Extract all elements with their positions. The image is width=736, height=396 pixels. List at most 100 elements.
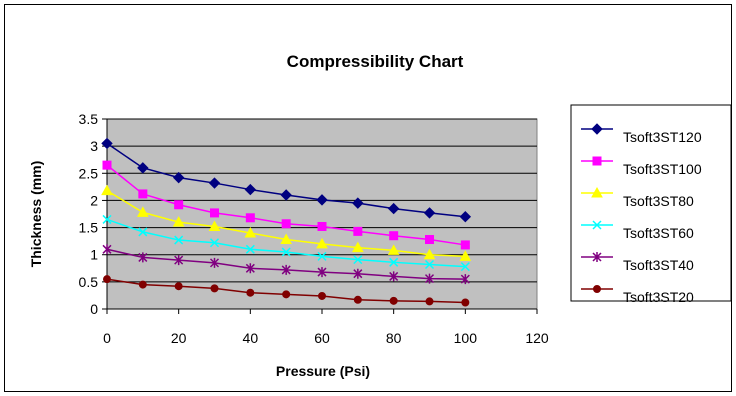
data-point (389, 271, 399, 282)
legend-marker (592, 252, 602, 262)
data-point (174, 200, 184, 210)
data-point (102, 160, 112, 170)
data-point (172, 171, 185, 184)
legend-marker (591, 123, 603, 135)
data-point (353, 268, 363, 279)
legend-item: Tsoft3ST80 (581, 186, 694, 209)
legend-marker (592, 156, 602, 166)
y-tick-label: 0.5 (79, 274, 99, 290)
data-point (281, 247, 291, 257)
data-point (459, 250, 472, 261)
legend-marker (593, 285, 601, 293)
legend-item: Tsoft3ST60 (581, 220, 694, 241)
data-point (353, 255, 363, 265)
data-point (174, 235, 184, 245)
data-point (352, 197, 364, 209)
data-point (317, 251, 327, 261)
x-axis-title: Pressure (Psi) (276, 363, 370, 379)
data-point (423, 207, 436, 219)
data-point (174, 282, 183, 291)
y-tick-label: 2 (90, 192, 98, 208)
data-point (460, 274, 470, 285)
data-point (281, 264, 291, 275)
series-Tsoft3ST40 (102, 244, 470, 285)
y-axis-title: Thickness (mm) (28, 161, 44, 268)
x-tick-label: 0 (103, 330, 111, 346)
data-point (351, 241, 364, 253)
data-point (461, 298, 470, 307)
legend-box (570, 104, 732, 302)
data-point (244, 183, 257, 196)
legend-item: Tsoft3ST120 (581, 123, 702, 145)
x-tick-label: 20 (171, 330, 187, 346)
data-point (389, 257, 399, 267)
data-point (174, 255, 184, 266)
data-point (316, 237, 328, 249)
data-point (424, 259, 435, 270)
data-point (101, 184, 113, 196)
data-point (138, 189, 148, 199)
y-tick-label: 0 (90, 301, 98, 317)
data-point (281, 219, 291, 229)
data-point (423, 248, 436, 260)
data-point (209, 257, 220, 268)
compressibility-chart: Compressibility Chart 0 0.5 1 1.5 2 2.5 3 3.5 0 2… (28, 52, 732, 379)
chart-title: Compressibility Chart (287, 52, 464, 71)
series-Tsoft3ST20 (103, 275, 470, 307)
data-point (316, 194, 328, 206)
legend-item: Tsoft3ST40 (581, 252, 694, 273)
data-point (136, 206, 149, 217)
data-point (460, 262, 470, 272)
data-point (459, 211, 472, 223)
data-point (389, 296, 398, 305)
data-point (138, 227, 148, 237)
legend-label: Tsoft3ST80 (623, 193, 694, 209)
y-tick-label: 1 (90, 247, 98, 263)
data-point (102, 214, 112, 224)
data-point (209, 238, 220, 248)
data-point (138, 252, 148, 263)
data-point (318, 291, 326, 300)
data-point (102, 244, 112, 255)
legend-label: Tsoft3ST120 (623, 129, 702, 145)
legend-marker (591, 186, 603, 198)
data-point (208, 177, 221, 189)
legend-label: Tsoft3ST100 (623, 161, 702, 177)
data-point (246, 288, 255, 297)
y-tick-label: 3 (90, 138, 98, 154)
x-tick-label: 40 (243, 330, 259, 346)
legend-marker (592, 220, 602, 230)
data-point (210, 284, 219, 293)
data-point (425, 235, 434, 245)
data-point (244, 226, 257, 238)
data-point (317, 221, 327, 231)
data-point (389, 231, 399, 241)
data-point (101, 137, 113, 150)
series-Tsoft3ST120 (101, 137, 472, 223)
x-tick-label: 100 (454, 330, 478, 346)
data-point (137, 162, 149, 174)
data-point (210, 208, 219, 218)
chart-frame: Compressibility Chart 0 0.5 1 1.5 2 2.5 3 3.5 0 2… (4, 4, 732, 392)
data-point (245, 263, 255, 274)
y-tick-label: 2.5 (79, 165, 99, 181)
legend-label: Tsoft3ST60 (623, 225, 694, 241)
y-tick-label: 1.5 (79, 220, 99, 236)
data-point (280, 233, 293, 245)
legend-item: Tsoft3ST100 (581, 156, 702, 177)
series-Tsoft3ST60 (102, 214, 470, 272)
legend-label: Tsoft3ST40 (623, 257, 694, 273)
data-point (208, 220, 221, 231)
legend: Tsoft3ST120 Tsoft3ST100 Tsoft3ST80 Tsoft3ST… (570, 104, 732, 305)
plot-area: 0 0.5 1 1.5 2 2.5 3 3.5 0 20 40 60 80 100 120 (79, 111, 549, 346)
data-point (282, 290, 291, 299)
data-point (172, 216, 185, 227)
data-point (103, 275, 111, 284)
data-point (424, 273, 435, 284)
legend-item: Tsoft3ST20 (581, 285, 694, 305)
data-point (387, 244, 400, 255)
series-Tsoft3ST80 (101, 184, 472, 261)
plot-background (106, 118, 538, 310)
data-point (245, 213, 255, 223)
data-point (245, 244, 255, 254)
